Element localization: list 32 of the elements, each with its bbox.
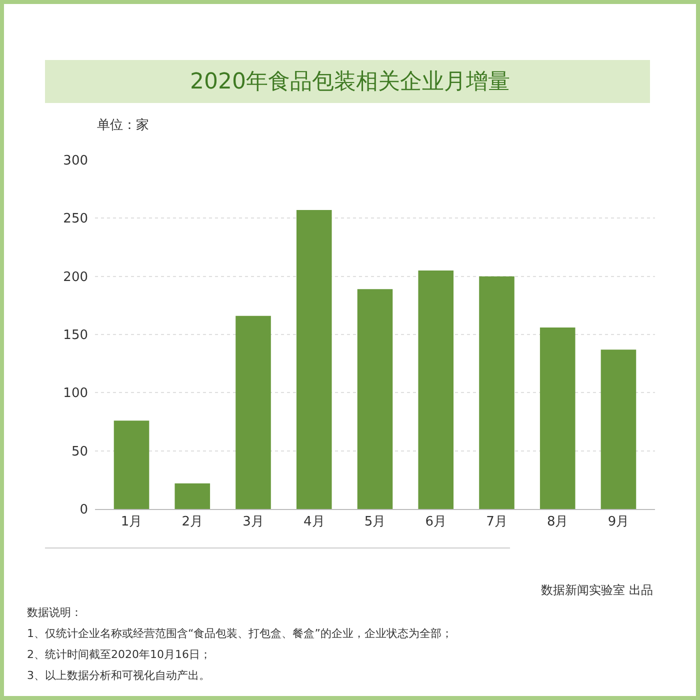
y-tick-label: 200	[63, 270, 88, 285]
x-tick-label: 7月	[486, 514, 508, 530]
y-tick-label: 50	[71, 444, 88, 460]
bar	[357, 289, 393, 509]
x-tick-label: 5月	[364, 514, 386, 530]
y-tick-label: 150	[63, 328, 88, 344]
x-tick-label: 2月	[182, 514, 204, 530]
x-tick-label: 8月	[546, 514, 568, 530]
bar	[236, 316, 271, 509]
bar	[296, 210, 332, 509]
bar	[600, 350, 636, 509]
x-tick-label: 6月	[425, 514, 447, 530]
y-axis-title: 单位：家	[97, 117, 149, 133]
text: 数据新闻实验室 出品	[541, 583, 653, 597]
chart-title: 2020年食品包装相关企业月增量	[190, 70, 510, 95]
x-tick-label: 3月	[242, 514, 264, 530]
bar	[114, 420, 150, 509]
bar	[479, 276, 514, 509]
y-tick-label: 250	[63, 212, 88, 227]
y-tick-label: 0	[80, 502, 88, 518]
text: 数据说明：	[27, 606, 82, 619]
bar	[174, 483, 210, 509]
text: 1、仅统计企业名称或经营范围含“食品包装、打包盒、餐盒”的企业，企业状态为全部；	[27, 627, 452, 640]
y-tick-label: 300	[63, 154, 88, 169]
y-tick-label: 100	[63, 386, 88, 402]
x-tick-label: 1月	[120, 514, 142, 530]
text: 2、统计时间截至2020年10月16日；	[27, 648, 211, 661]
text: 3、以上数据分析和可视化自动产出。	[27, 669, 210, 682]
x-tick-label: 9月	[608, 514, 630, 530]
bar	[540, 328, 576, 509]
bar	[418, 270, 454, 509]
x-tick-label: 4月	[303, 514, 325, 530]
